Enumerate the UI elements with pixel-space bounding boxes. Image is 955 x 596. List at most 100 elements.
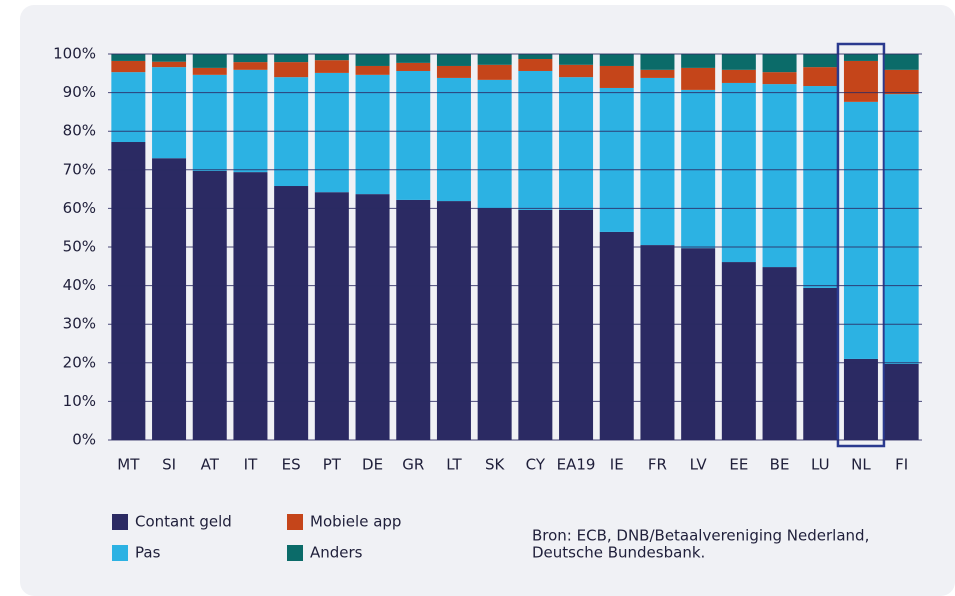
- bar-segment: [436, 65, 471, 78]
- bar-segment: [599, 231, 634, 440]
- bar-segment: [111, 54, 146, 61]
- bar-segment: [518, 70, 553, 210]
- bar-segment: [559, 77, 594, 210]
- source-note: Deutsche Bundesbank.: [532, 544, 705, 562]
- x-tick-label: LU: [811, 456, 830, 474]
- bar-segment: [721, 54, 756, 70]
- bar-segment: [762, 84, 797, 268]
- bar-segment: [518, 209, 553, 440]
- bar-segment: [843, 101, 878, 359]
- x-tick-label: BE: [770, 456, 790, 474]
- bar-segment: [152, 61, 187, 68]
- y-tick-label: 80%: [63, 122, 96, 140]
- x-tick-label: NL: [851, 456, 871, 474]
- x-tick-label: IE: [610, 456, 624, 474]
- bar-segment: [233, 54, 268, 63]
- bar-segment: [803, 287, 838, 440]
- x-tick-label: MT: [117, 456, 140, 474]
- bar-segment: [436, 201, 471, 440]
- x-tick-label: SK: [485, 456, 506, 474]
- legend-swatch: [287, 514, 303, 530]
- bar-segment: [396, 62, 431, 71]
- legend-label: Pas: [135, 544, 161, 562]
- bar-segment: [477, 64, 512, 80]
- bar-segment: [233, 172, 268, 440]
- y-tick-label: 70%: [63, 160, 96, 178]
- y-tick-label: 0%: [72, 431, 96, 449]
- y-tick-label: 40%: [63, 276, 96, 294]
- bar-segment: [396, 54, 431, 63]
- bar-segment: [681, 248, 716, 440]
- x-tick-label: FR: [648, 456, 667, 474]
- bar-segment: [477, 79, 512, 209]
- bar-segment: [681, 54, 716, 68]
- bar-segment: [355, 65, 390, 75]
- bar-segment: [803, 67, 838, 87]
- bar-segment: [843, 358, 878, 440]
- y-tick-label: 20%: [63, 353, 96, 371]
- x-tick-label: DE: [362, 456, 383, 474]
- bar-segment: [396, 70, 431, 200]
- bar-segment: [884, 69, 919, 95]
- bar-segment: [274, 54, 309, 63]
- y-tick-label: 50%: [63, 238, 96, 256]
- bar-segment: [152, 54, 187, 62]
- bar-segment: [111, 60, 146, 73]
- bar-segment: [884, 54, 919, 70]
- bar-segment: [152, 67, 187, 159]
- x-tick-label: LV: [690, 456, 708, 474]
- bar-segment: [640, 245, 675, 440]
- bar-segment: [314, 60, 349, 73]
- bar-segment: [111, 72, 146, 143]
- highlight-box: [836, 42, 886, 448]
- bar-segment: [640, 54, 675, 70]
- bar-segment: [477, 54, 512, 65]
- bar-segment: [843, 60, 878, 102]
- x-tick-label: EA19: [557, 456, 596, 474]
- x-tick-label: EE: [729, 456, 748, 474]
- bar-segment: [599, 87, 634, 232]
- bar-segment: [274, 186, 309, 440]
- bar-segment: [436, 77, 471, 202]
- bar-segment: [559, 64, 594, 78]
- bar-segment: [436, 54, 471, 66]
- bar-segment: [559, 209, 594, 440]
- bar-segment: [314, 54, 349, 61]
- bar-segment: [559, 54, 594, 65]
- legend-swatch: [112, 545, 128, 561]
- bar-segment: [192, 67, 227, 75]
- bar-segment: [111, 142, 146, 440]
- bar-segment: [192, 74, 227, 171]
- y-tick-label: 10%: [63, 392, 96, 410]
- x-tick-label: IT: [244, 456, 258, 474]
- bar-segment: [721, 262, 756, 440]
- x-tick-label: LT: [446, 456, 462, 474]
- bar-segment: [640, 77, 675, 246]
- bar-segment: [884, 94, 919, 364]
- legend-label: Contant geld: [135, 513, 232, 531]
- bar-segment: [518, 54, 553, 60]
- x-tick-label: PT: [323, 456, 342, 474]
- bar-segment: [681, 67, 716, 90]
- legend-label: Mobiele app: [310, 513, 401, 531]
- bar-segment: [884, 363, 919, 440]
- legend-swatch: [112, 514, 128, 530]
- bar-segment: [355, 54, 390, 66]
- bar-segment: [681, 89, 716, 249]
- bar-segment: [640, 69, 675, 78]
- x-tick-label: GR: [402, 456, 424, 474]
- source-note: Bron: ECB, DNB/Betaalvereniging Nederlan…: [532, 527, 869, 545]
- bar-segment: [599, 65, 634, 88]
- x-tick-label: SI: [162, 456, 176, 474]
- bar-segment: [152, 158, 187, 440]
- bar-segment: [396, 199, 431, 440]
- bar-segment: [192, 54, 227, 68]
- bar-segment: [233, 69, 268, 173]
- bar-segment: [762, 54, 797, 73]
- bar-segment: [803, 86, 838, 288]
- bar-segment: [803, 54, 838, 68]
- y-tick-label: 90%: [63, 83, 96, 101]
- bar-segment: [518, 59, 553, 71]
- y-tick-label: 100%: [53, 45, 96, 63]
